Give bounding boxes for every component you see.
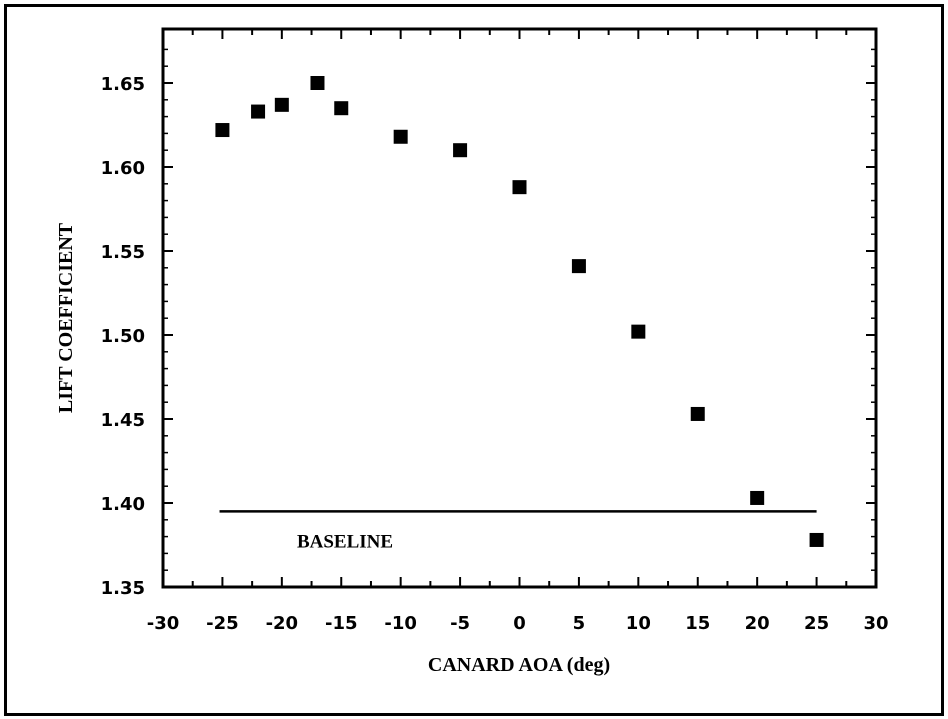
data-points-group — [215, 76, 824, 547]
data-point — [251, 104, 266, 119]
x-tick-label: 15 — [685, 613, 710, 634]
data-point — [334, 101, 349, 116]
y-tick-label: 1.55 — [101, 242, 145, 263]
data-point — [215, 123, 230, 138]
y-tick-label: 1.45 — [101, 410, 145, 431]
ticks-group: -30 -25 -20 -15 -10 -5 0 5 10 15 20 25 30 1.35 1.40 1.4… — [101, 29, 889, 634]
baseline-label: BASELINE — [297, 531, 393, 552]
data-point — [310, 76, 325, 90]
x-tick-label: 0 — [513, 613, 526, 634]
data-point — [393, 129, 408, 144]
data-point — [274, 97, 289, 112]
data-point — [750, 490, 765, 505]
x-tick-label: -25 — [206, 613, 239, 634]
x-tick-label: -30 — [147, 613, 180, 634]
x-tick-label: 5 — [573, 613, 586, 634]
y-tick-label: 1.65 — [101, 74, 145, 95]
x-tick-label: -20 — [266, 613, 299, 634]
reference-lines-group: BASELINE — [219, 510, 817, 552]
x-tick-label: 20 — [745, 613, 770, 634]
plot-border — [161, 27, 878, 589]
x-tick-label: -10 — [384, 613, 417, 634]
x-axis-title: CANARD AOA (deg) — [428, 654, 610, 676]
x-tick-label: -15 — [325, 613, 358, 634]
x-tick-label: 25 — [804, 613, 829, 634]
y-tick-label: 1.50 — [101, 326, 145, 347]
data-point — [512, 180, 527, 195]
data-point — [631, 324, 646, 339]
x-tick-label: 10 — [626, 613, 651, 634]
x-tick-label: 30 — [863, 613, 888, 634]
y-tick-label: 1.40 — [101, 494, 145, 515]
y-tick-label: 1.35 — [101, 578, 145, 599]
axes-group — [161, 27, 878, 589]
chart-frame — [4, 4, 944, 716]
data-point — [809, 532, 824, 547]
y-axis-title: LIFT COEFFICIENT — [55, 222, 77, 413]
data-point — [571, 259, 586, 274]
data-point — [690, 406, 705, 421]
data-point — [453, 143, 468, 158]
y-tick-label: 1.60 — [101, 158, 145, 179]
x-tick-label: -5 — [450, 613, 470, 634]
